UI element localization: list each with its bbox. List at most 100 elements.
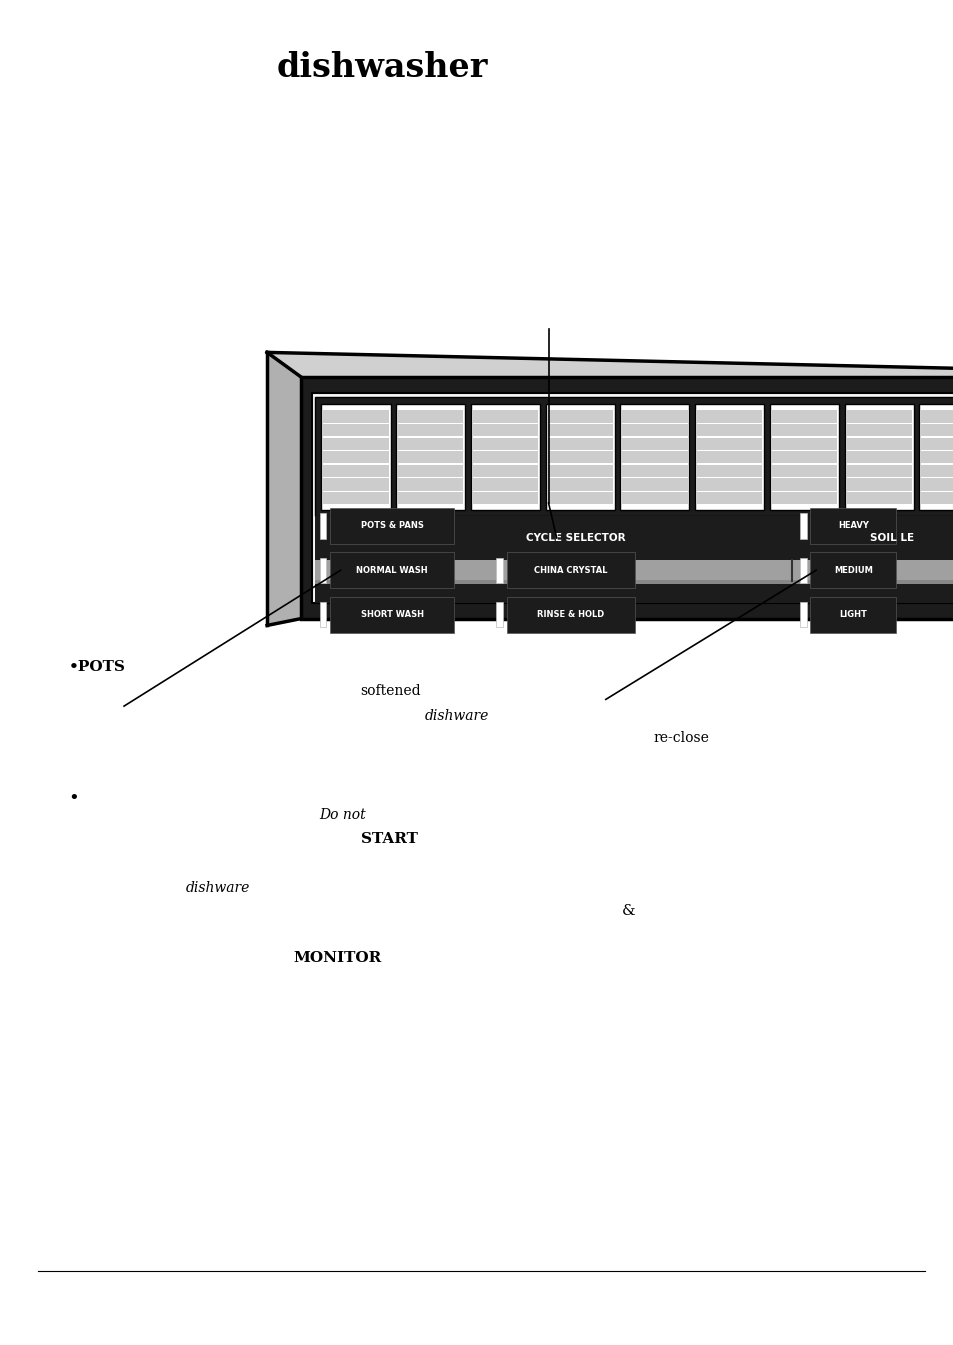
Bar (547, 451, 612, 464)
Bar (771, 479, 836, 491)
Bar (496, 603, 502, 627)
Bar (473, 492, 537, 504)
Bar (323, 424, 388, 436)
Bar (314, 580, 953, 584)
Bar (771, 424, 836, 436)
Bar (771, 437, 836, 449)
Bar (697, 479, 761, 491)
Bar (621, 424, 687, 436)
Bar (547, 410, 612, 422)
Bar (506, 551, 635, 589)
Bar (921, 437, 953, 449)
Bar (330, 507, 454, 543)
Bar (323, 479, 388, 491)
Bar (921, 451, 953, 464)
Bar (845, 492, 911, 504)
Bar (845, 424, 911, 436)
Bar (771, 451, 836, 464)
Bar (769, 404, 838, 510)
Bar (843, 404, 913, 510)
Bar (919, 404, 953, 510)
Bar (300, 377, 953, 619)
Bar (697, 424, 761, 436)
Bar (547, 479, 612, 491)
Bar (697, 451, 761, 464)
Bar (697, 492, 761, 504)
Bar (314, 560, 953, 581)
Bar (323, 465, 388, 477)
Bar (473, 424, 537, 436)
Bar (506, 596, 635, 632)
Text: POTS & PANS: POTS & PANS (360, 522, 423, 530)
Bar (547, 437, 612, 449)
Bar (323, 437, 388, 449)
Bar (397, 410, 463, 422)
Bar (697, 410, 761, 422)
Bar (397, 479, 463, 491)
Polygon shape (267, 352, 953, 377)
Bar (545, 404, 614, 510)
Bar (621, 437, 687, 449)
Bar (319, 558, 326, 582)
Bar (323, 410, 388, 422)
Text: CHINA CRYSTAL: CHINA CRYSTAL (534, 566, 607, 574)
Text: softened: softened (360, 685, 421, 698)
Bar (473, 437, 537, 449)
Text: LIGHT: LIGHT (839, 611, 866, 619)
Bar (845, 451, 911, 464)
Bar (547, 492, 612, 504)
Text: SOIL LE: SOIL LE (869, 533, 913, 543)
Text: dishware: dishware (186, 881, 250, 894)
Bar (695, 404, 763, 510)
Bar (330, 596, 454, 632)
Text: Do not: Do not (319, 808, 366, 822)
Bar (397, 451, 463, 464)
Bar (621, 465, 687, 477)
Bar (323, 492, 388, 504)
Text: CYCLE SELECTOR: CYCLE SELECTOR (525, 533, 625, 543)
Bar (319, 514, 326, 538)
Bar (799, 558, 805, 582)
Bar (473, 410, 537, 422)
Text: MEDIUM: MEDIUM (833, 566, 872, 574)
Bar (845, 437, 911, 449)
Bar (809, 596, 895, 632)
Bar (845, 410, 911, 422)
Bar (921, 424, 953, 436)
Bar (323, 451, 388, 464)
Bar (809, 507, 895, 543)
Bar (771, 492, 836, 504)
Bar (809, 551, 895, 589)
Bar (397, 424, 463, 436)
Bar (330, 551, 454, 589)
Bar (473, 451, 537, 464)
Bar (471, 404, 539, 510)
Bar (473, 465, 537, 477)
Text: RINSE & HOLD: RINSE & HOLD (537, 611, 604, 619)
Text: START: START (360, 833, 417, 846)
Polygon shape (267, 352, 300, 625)
Text: HEAVY: HEAVY (837, 522, 868, 530)
Bar (619, 404, 689, 510)
Bar (621, 479, 687, 491)
Text: NORMAL WASH: NORMAL WASH (355, 566, 428, 574)
Bar (921, 492, 953, 504)
Bar (771, 465, 836, 477)
Bar (799, 514, 805, 538)
Bar (621, 410, 687, 422)
Text: dishware: dishware (424, 709, 488, 722)
Bar (312, 393, 953, 603)
Bar (921, 479, 953, 491)
Bar (321, 404, 390, 510)
Bar (845, 465, 911, 477)
Bar (771, 410, 836, 422)
Bar (547, 465, 612, 477)
Bar (473, 479, 537, 491)
Bar (397, 437, 463, 449)
Bar (697, 465, 761, 477)
Text: MONITOR: MONITOR (294, 951, 382, 964)
Bar (314, 584, 953, 603)
Bar (921, 465, 953, 477)
Bar (397, 492, 463, 504)
Bar (395, 404, 465, 510)
